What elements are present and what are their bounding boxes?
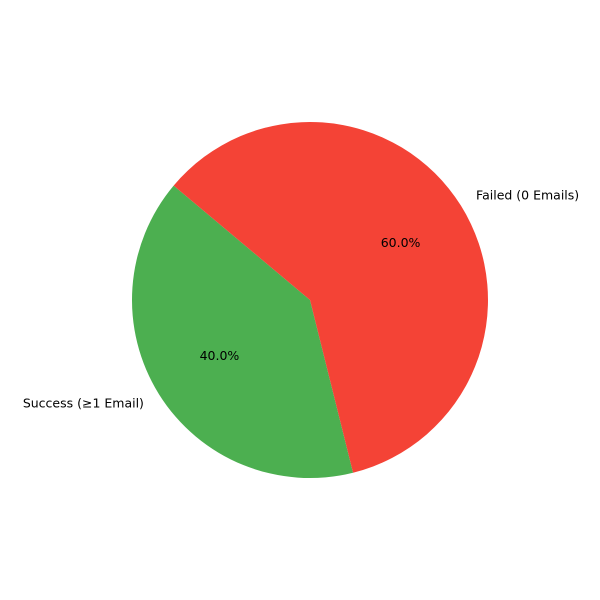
slice-percent-label-1: 60.0% xyxy=(381,235,421,250)
slice-label-0: Success (≥1 Email) xyxy=(23,395,144,410)
pie-slice-1 xyxy=(173,121,488,473)
slice-label-1: Failed (0 Emails) xyxy=(476,188,579,203)
slice-percent-label-0: 40.0% xyxy=(200,348,240,363)
pie-slice-0 xyxy=(131,185,354,478)
